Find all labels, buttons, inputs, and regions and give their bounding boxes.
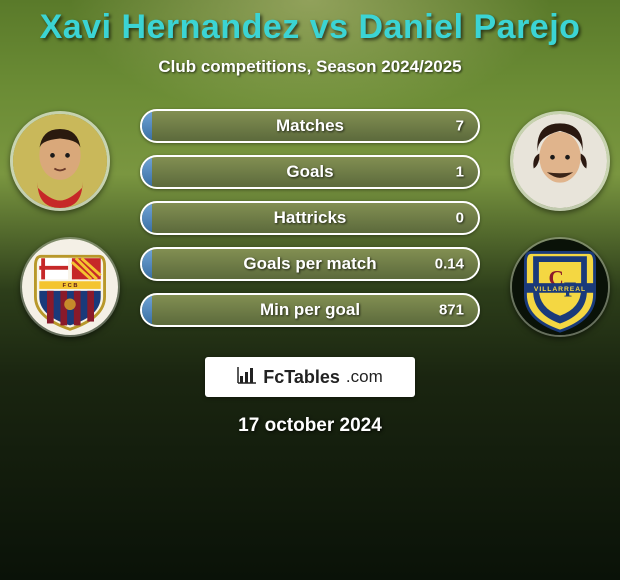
stat-label: Matches xyxy=(276,116,344,136)
stat-label: Goals per match xyxy=(243,254,376,274)
player-left-avatar xyxy=(10,111,110,211)
stat-bar-fill-left xyxy=(142,111,152,141)
content-wrapper: Xavi Hernandez vs Daniel Parejo Club com… xyxy=(0,0,620,437)
branding-name: FcTables xyxy=(263,367,340,388)
stat-bars-container: Matches 7 Goals 1 Hattricks 0 Goals per … xyxy=(140,109,480,339)
stat-bar-fill-left xyxy=(142,295,152,325)
player-right-avatar xyxy=(510,111,610,211)
subtitle: Club competitions, Season 2024/2025 xyxy=(0,57,620,77)
svg-text:VILLARREAL: VILLARREAL xyxy=(534,286,586,293)
date-label: 17 october 2024 xyxy=(0,415,620,437)
stat-bar: Hattricks 0 xyxy=(140,201,480,235)
stat-value-right: 0 xyxy=(456,210,464,227)
stat-label: Goals xyxy=(286,162,333,182)
stat-bar: Matches 7 xyxy=(140,109,480,143)
stat-bar-fill-left xyxy=(142,157,152,187)
club-right-crest-icon: C F VILLARREAL xyxy=(512,239,608,335)
stat-bar: Goals per match 0.14 xyxy=(140,247,480,281)
stat-value-right: 0.14 xyxy=(435,256,464,273)
player-right-face-icon xyxy=(513,114,607,208)
stat-value-right: 871 xyxy=(439,302,464,319)
stat-label: Hattricks xyxy=(274,208,347,228)
club-left-crest-icon: F C B xyxy=(22,239,118,335)
stat-bar: Goals 1 xyxy=(140,155,480,189)
branding-suffix: .com xyxy=(346,367,383,387)
player-left-face-icon xyxy=(13,114,107,208)
stat-label: Min per goal xyxy=(260,300,360,320)
branding-badge: FcTables .com xyxy=(205,357,415,397)
comparison-area: F C B C F xyxy=(0,109,620,339)
stat-bar-fill-left xyxy=(142,203,152,233)
chart-icon xyxy=(237,366,257,389)
svg-text:F C B: F C B xyxy=(62,283,77,289)
stat-value-right: 1 xyxy=(456,164,464,181)
stat-bar-fill-left xyxy=(142,249,152,279)
club-left-crest: F C B xyxy=(20,237,120,337)
page-title: Xavi Hernandez vs Daniel Parejo xyxy=(0,8,620,47)
stat-bar: Min per goal 871 xyxy=(140,293,480,327)
stat-value-right: 7 xyxy=(456,118,464,135)
club-right-crest: C F VILLARREAL xyxy=(510,237,610,337)
